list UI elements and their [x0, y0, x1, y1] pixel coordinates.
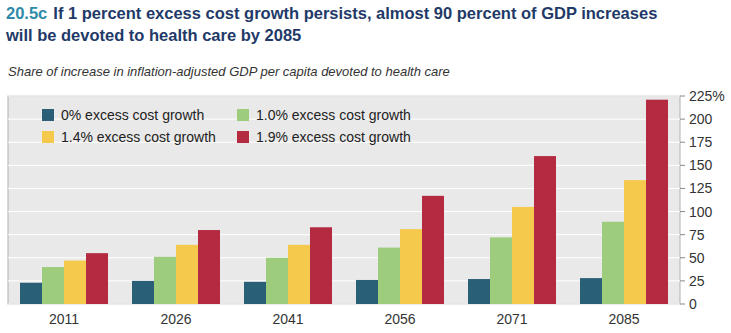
subtitle: Share of increase in inflation-adjusted … [8, 64, 450, 79]
tick-label: 0 [689, 296, 697, 312]
bar [356, 280, 378, 304]
tick-mark [680, 257, 685, 258]
bar [490, 237, 512, 304]
grid-line [8, 211, 680, 212]
bar [266, 258, 288, 304]
tick-mark [680, 211, 685, 212]
bar [132, 281, 154, 304]
grid-line [8, 280, 680, 281]
tick-mark [680, 96, 685, 97]
bar [468, 279, 490, 304]
bar [580, 278, 602, 304]
legend: 0% excess cost growth 1.0% excess cost gr… [42, 107, 411, 145]
tick-mark [680, 280, 685, 281]
legend-label: 0% excess cost growth [61, 107, 204, 123]
legend-swatch [42, 109, 54, 121]
tick-label: 100 [689, 204, 713, 220]
category-label: 2056 [384, 311, 415, 327]
category-label: 2011 [49, 311, 79, 327]
tick-mark [680, 142, 685, 143]
legend-swatch [237, 109, 249, 121]
bars [20, 100, 668, 304]
legend-label: 1.9% excess cost growth [256, 129, 411, 145]
tick-label: 200 [689, 111, 713, 127]
title: 20.5cIf 1 percent excess cost growth per… [6, 2, 686, 46]
legend-swatch [237, 131, 249, 143]
grid-line [8, 234, 680, 235]
bar [176, 245, 198, 304]
grid-line [8, 96, 680, 97]
tick-mark [680, 188, 685, 189]
tick-mark [680, 165, 685, 166]
grid-line [8, 165, 680, 166]
tick-mark [680, 304, 685, 305]
category-label: 2041 [272, 311, 303, 327]
bar [64, 261, 86, 304]
tick-mark [680, 234, 685, 235]
bar [400, 229, 422, 304]
tick-label: 75 [689, 227, 705, 243]
tick-label: 125 [689, 180, 713, 196]
category-label: 2085 [608, 311, 639, 327]
legend-label: 1.0% excess cost growth [256, 107, 411, 123]
tick-label: 225% [689, 88, 725, 104]
bar [288, 245, 310, 304]
tick-label: 50 [689, 250, 705, 266]
grid-line [8, 304, 680, 305]
legend-swatch [42, 131, 54, 143]
bar [42, 267, 64, 304]
bar [624, 180, 646, 304]
tick-label: 150 [689, 157, 713, 173]
plot-background [8, 96, 680, 304]
bar [512, 207, 534, 304]
category-label: 2071 [496, 311, 527, 327]
legend-label: 1.4% excess cost growth [61, 129, 216, 145]
bar [534, 156, 556, 304]
bar [86, 253, 108, 304]
bar [244, 282, 266, 304]
grid-line [8, 257, 680, 258]
bar [198, 230, 220, 304]
bar [20, 283, 42, 304]
grid-line [8, 188, 680, 189]
bar [646, 100, 668, 304]
bar [154, 257, 176, 304]
bar [378, 248, 400, 304]
tick-label: 175 [689, 134, 713, 150]
bar [422, 196, 444, 304]
bar [602, 222, 624, 304]
category-label: 2026 [160, 311, 191, 327]
bar [310, 227, 332, 304]
tick-mark [680, 119, 685, 120]
tick-label: 25 [689, 273, 705, 289]
